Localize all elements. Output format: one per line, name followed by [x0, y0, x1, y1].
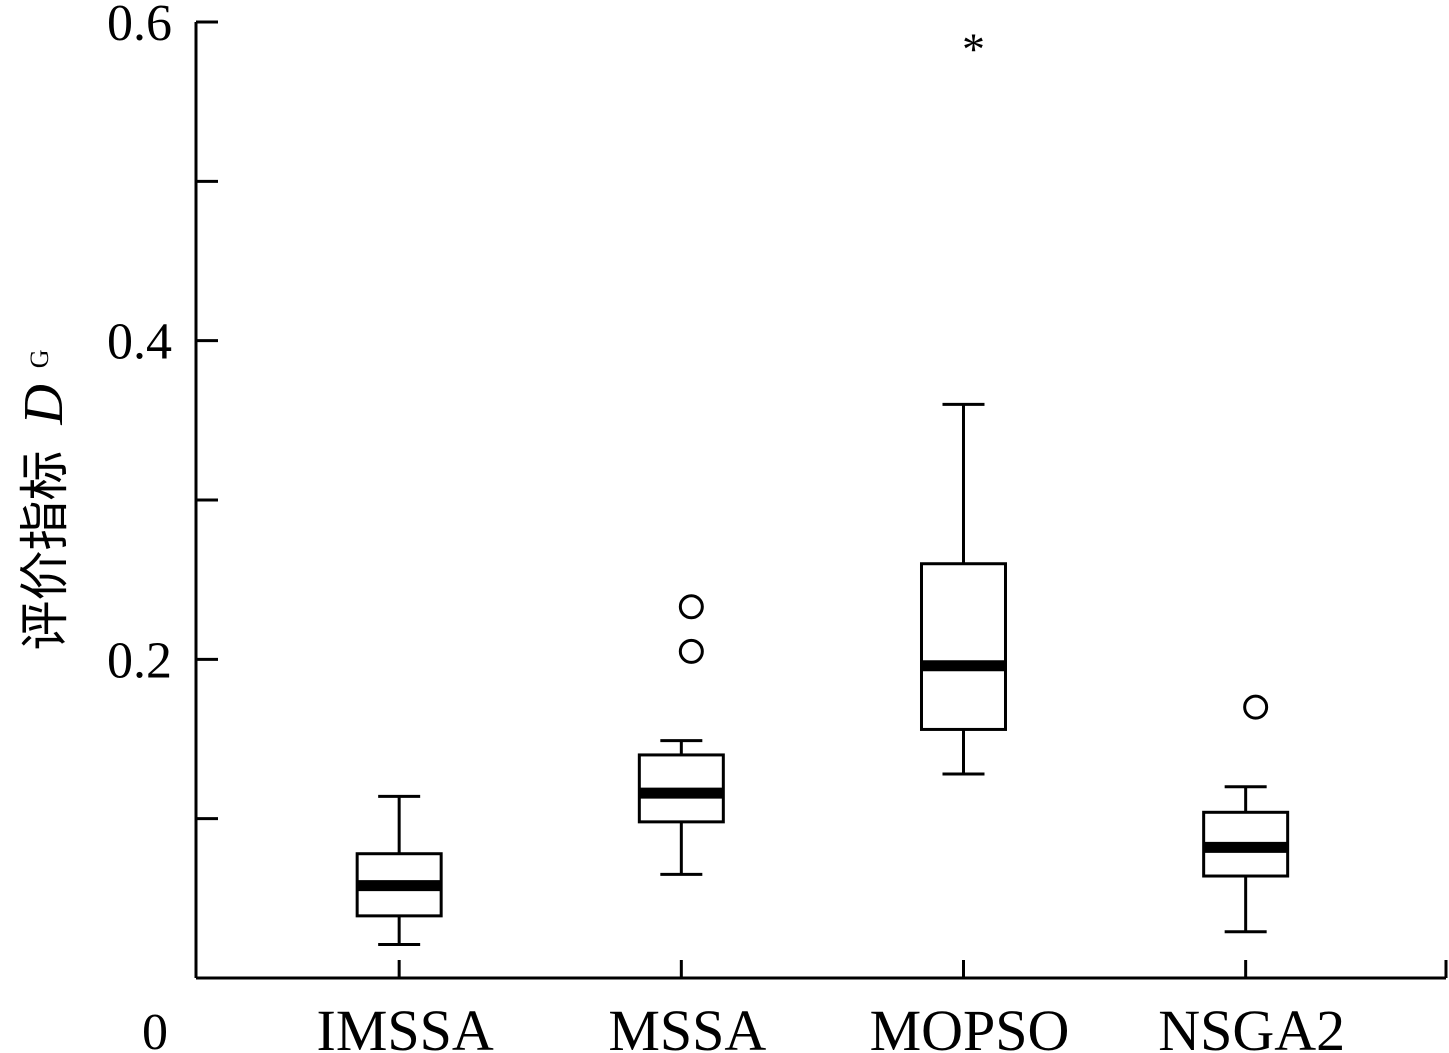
y-tick-label: 0.4 [107, 314, 172, 371]
y-axis-label-subscript: G [25, 349, 54, 368]
outlier-point [678, 594, 704, 620]
x-ticks [397, 960, 1248, 978]
x-category-label: MSSA [608, 998, 766, 1053]
outlier-point [678, 638, 704, 664]
x-category-label: IMSSA [317, 998, 494, 1053]
y-axis-label-variable: D [13, 384, 75, 425]
extreme-point: * [962, 24, 985, 75]
y-tick-labels: 0 0.2 0.4 0.6 [107, 0, 172, 1053]
box-nsga2 [1202, 694, 1290, 934]
y-tick-label: 0.6 [107, 0, 172, 52]
y-axis-label: 评价指标 D G [13, 349, 75, 650]
x-category-labels: IMSSA MSSA MOPSO NSGA2 [317, 998, 1346, 1053]
outlier-point [1243, 694, 1269, 720]
y-ticks [196, 20, 218, 980]
box-imssa [355, 794, 443, 947]
y-axis-label-text: 评价指标 [16, 451, 74, 651]
box-mopso: * [919, 24, 1007, 776]
x-category-label: NSGA2 [1158, 998, 1345, 1053]
box-mssa [637, 594, 725, 876]
x-category-label: MOPSO [870, 998, 1070, 1053]
svg-text:评价指标 D G: 评价指标 D G [13, 349, 75, 650]
y-tick-label: 0.2 [107, 632, 172, 689]
boxes: * [355, 24, 1290, 947]
y-tick-label: 0 [142, 1004, 168, 1053]
iqr-box [919, 562, 1007, 731]
